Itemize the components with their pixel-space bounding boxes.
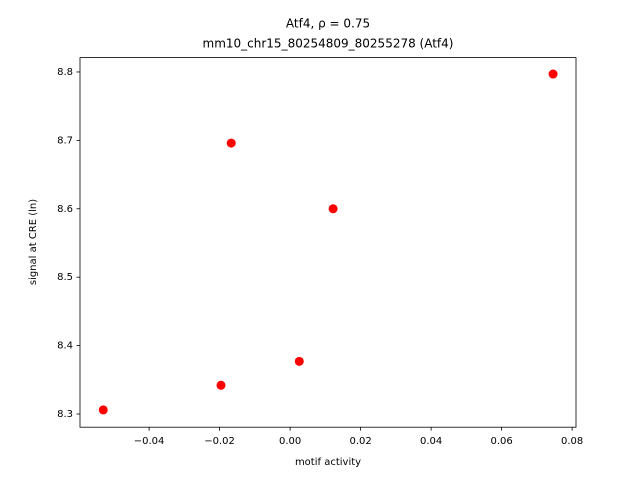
x-tick-label: 0.02 — [349, 436, 371, 447]
point — [98, 405, 108, 415]
x-tick-label: −0.02 — [204, 436, 235, 447]
point — [294, 356, 304, 366]
chart-title: Atf4, ρ = 0.75 — [286, 17, 370, 31]
y-tick-label: 8.6 — [57, 204, 73, 215]
y-tick-label: 8.7 — [57, 135, 73, 146]
y-tick-label: 8.5 — [57, 272, 73, 283]
chart-subtitle: mm10_chr15_80254809_80255278 (Atf4) — [203, 37, 454, 51]
x-tick-label: 0.08 — [561, 436, 583, 447]
x-tick-label: −0.04 — [134, 436, 165, 447]
plot-frame — [79, 57, 577, 428]
y-tick-label: 8.3 — [57, 409, 73, 420]
point — [328, 204, 338, 214]
y-tick-label: 8.8 — [57, 67, 73, 78]
x-tick-label: 0.00 — [279, 436, 301, 447]
point — [548, 69, 558, 79]
y-axis-label: signal at CRE (ln) — [28, 199, 39, 285]
y-tick-label: 8.4 — [57, 341, 73, 352]
x-axis-label: motif activity — [295, 457, 361, 468]
x-tick-label: 0.06 — [490, 436, 512, 447]
point — [216, 380, 226, 390]
x-tick-label: 0.04 — [420, 436, 442, 447]
point — [226, 138, 236, 148]
